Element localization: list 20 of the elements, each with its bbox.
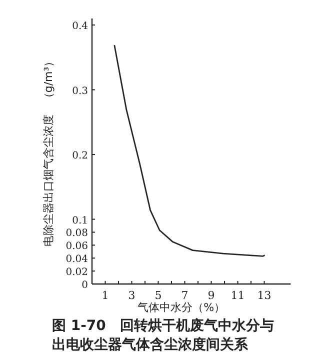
y-tick-label: 0.02 — [66, 267, 88, 278]
y-tick-label: 0 — [82, 280, 88, 291]
y-axis-title: 电除尘器出口烟气含尘浓度 （g/m³） — [42, 56, 55, 247]
x-tick-label: 5 — [154, 289, 162, 302]
y-tick-label: 0.1 — [72, 215, 88, 226]
y-tick-label: 0.3 — [72, 86, 88, 97]
y-tick-label: 0.2 — [72, 150, 88, 162]
y-tick-label: 0.04 — [66, 254, 88, 266]
y-tick-label: 0.4 — [72, 21, 88, 32]
x-tick-label: 11 — [230, 289, 245, 302]
x-axis-title: 气体中水分（%） — [138, 301, 226, 314]
line-series — [114, 45, 265, 257]
y-tick-label: 0.08 — [66, 228, 88, 240]
x-tick-label: 13 — [257, 289, 272, 302]
text: 图 1-70 回转烘干机废气中水分与出电收尘器气体含尘浓度间关系 — [52, 317, 275, 355]
x-tick-label: 7 — [181, 289, 188, 302]
x-tick-label: 3 — [128, 289, 136, 302]
y-tick-label: 0.06 — [66, 241, 88, 252]
x-tick-label: 1 — [102, 289, 109, 302]
x-tick-label: 9 — [208, 289, 215, 302]
